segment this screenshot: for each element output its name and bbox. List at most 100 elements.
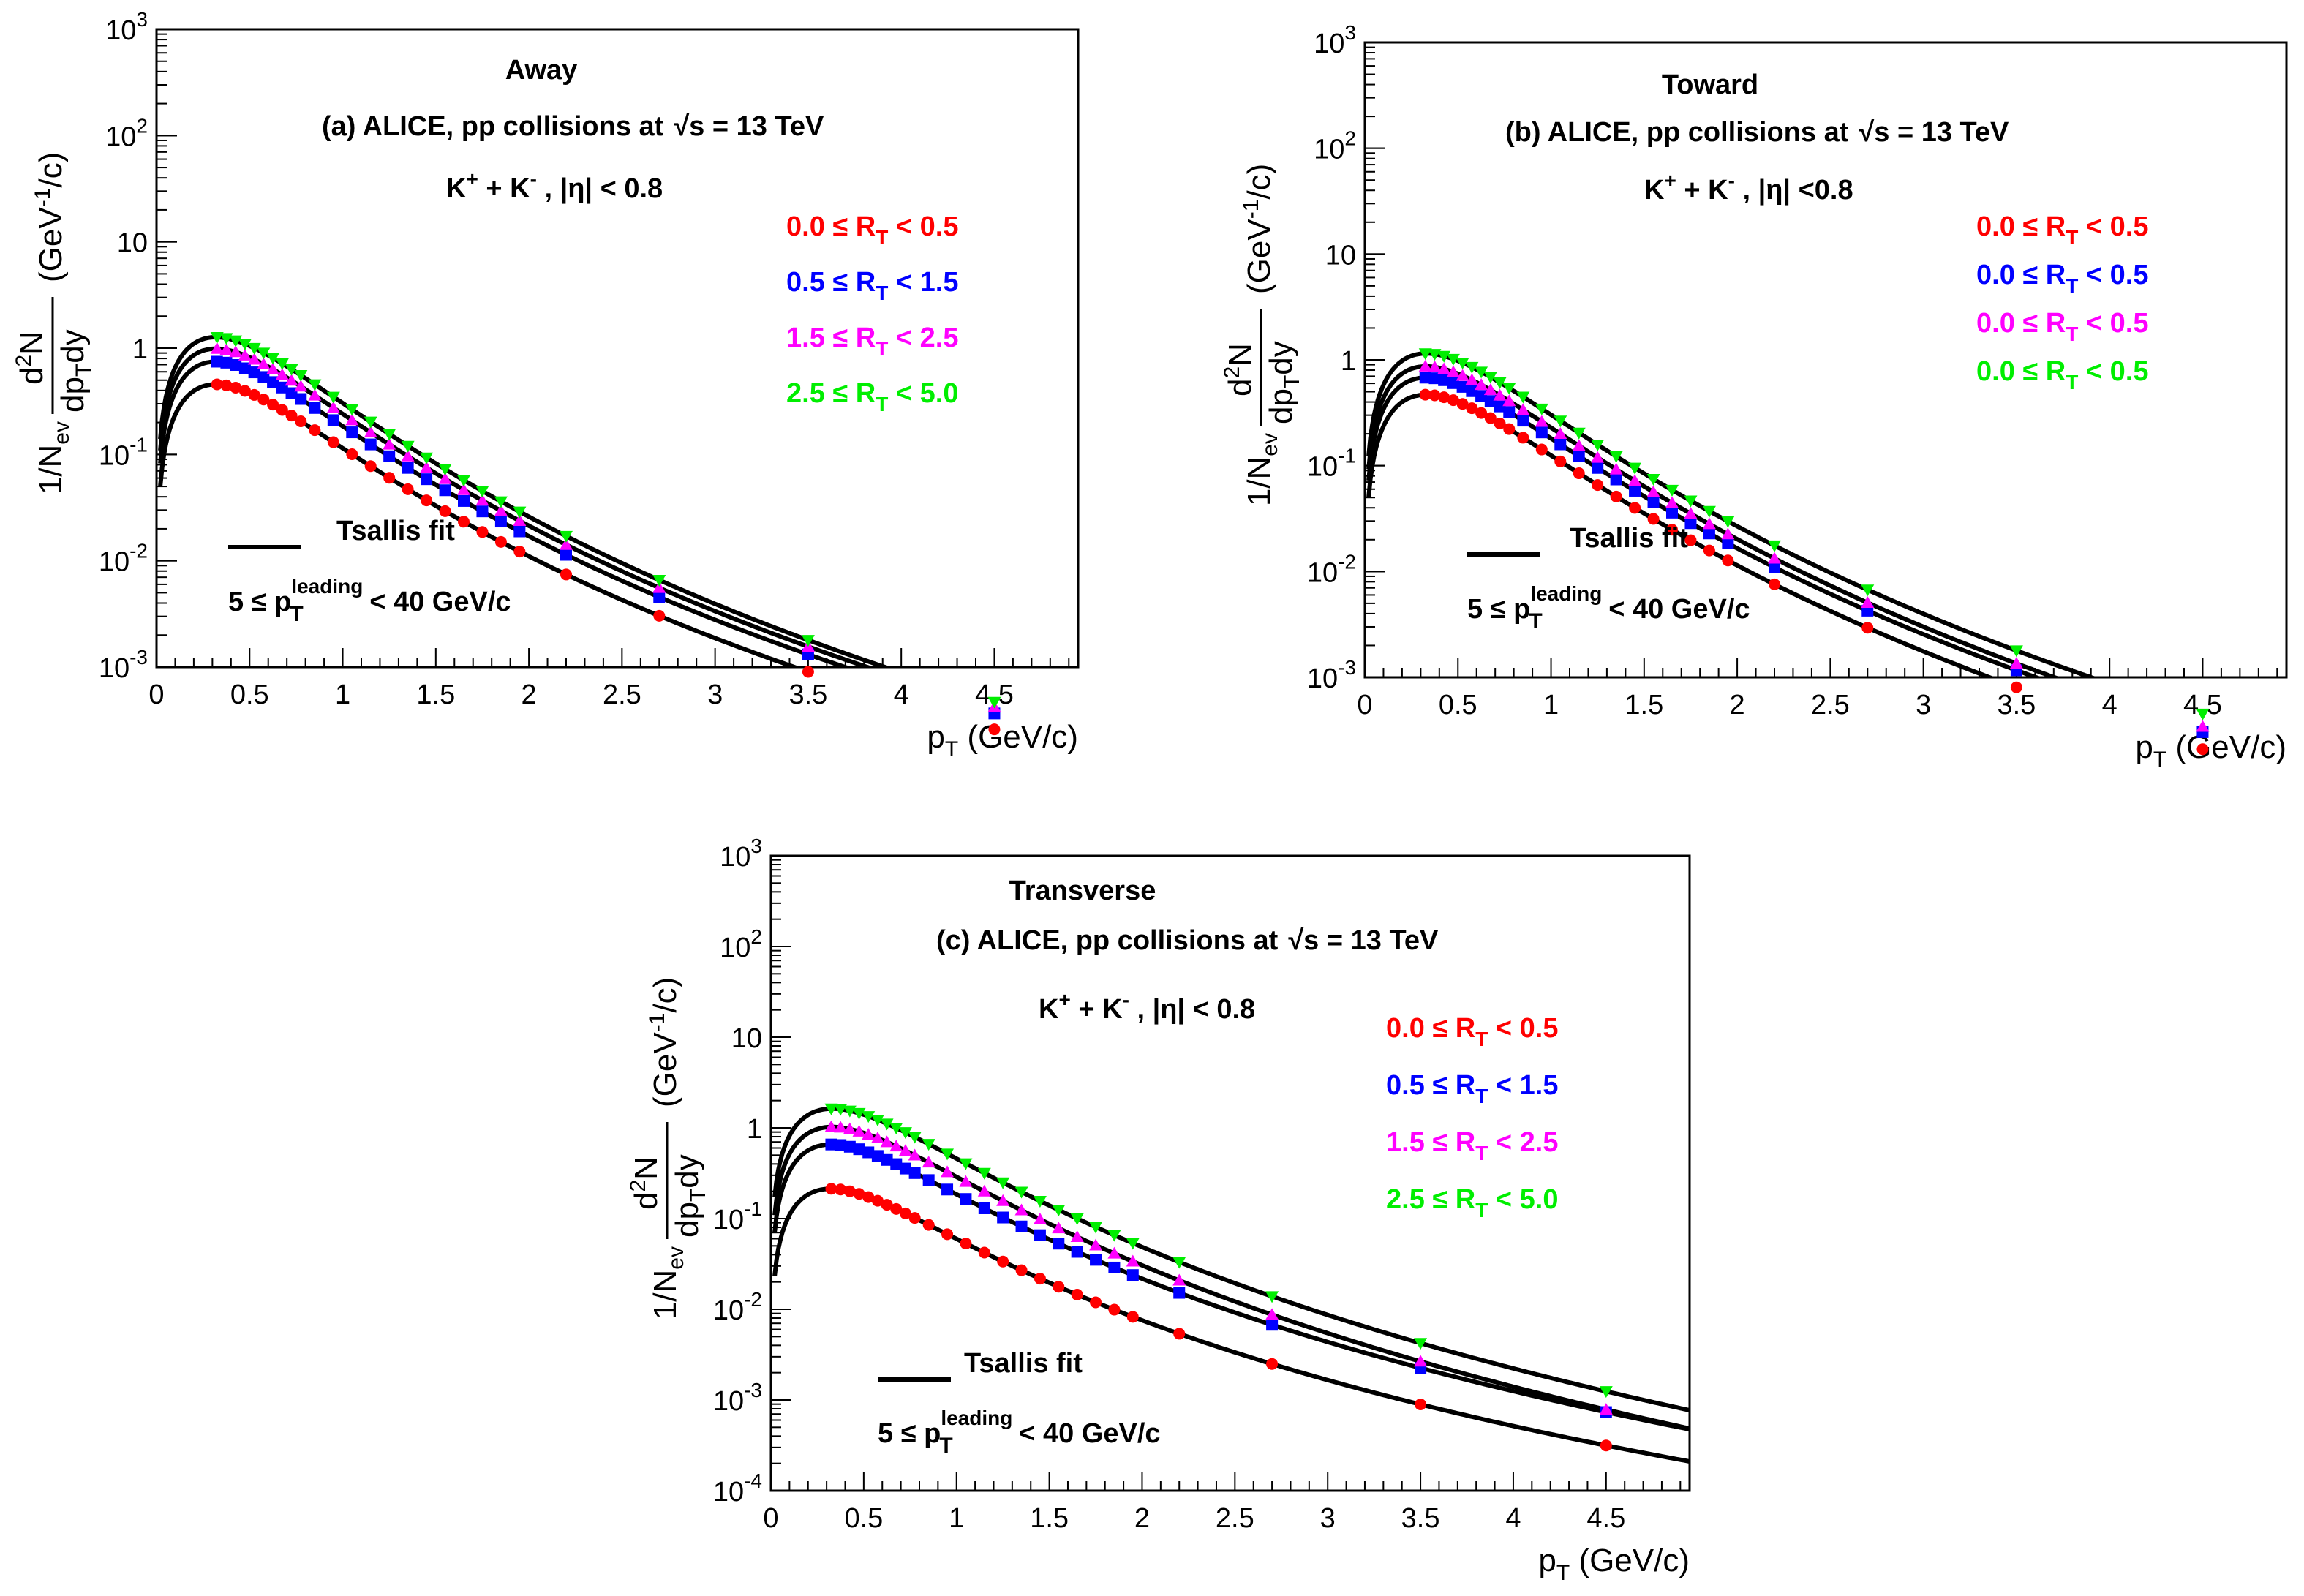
data-point bbox=[1265, 1291, 1279, 1303]
data-point bbox=[1517, 432, 1529, 444]
y-tick-label: 10 bbox=[1325, 240, 1356, 271]
region-title: Transverse bbox=[1009, 876, 1156, 906]
data-point bbox=[220, 356, 233, 369]
data-point bbox=[1703, 544, 1715, 557]
annotations: Transverse (c) ALICE, pp collisions at √s … bbox=[878, 876, 1439, 1458]
data-point bbox=[364, 426, 377, 438]
data-point bbox=[309, 424, 321, 437]
legend: 0.0 ≤ RT < 0.5 0.0 ≤ RT < 0.5 0.0 ≤ RT < 0… bbox=[1976, 211, 2149, 394]
y-tick-label: 103 bbox=[1314, 21, 1356, 59]
y-tick-label: 10-1 bbox=[713, 1197, 762, 1235]
data-point bbox=[978, 1246, 990, 1259]
data-point bbox=[476, 526, 489, 538]
plot-frame bbox=[769, 854, 1691, 1492]
data-point bbox=[853, 1188, 865, 1200]
data-point bbox=[364, 438, 377, 451]
data-point bbox=[346, 426, 358, 439]
data-point bbox=[1629, 484, 1641, 497]
data-point bbox=[326, 391, 340, 404]
data-point bbox=[248, 388, 260, 401]
data-point bbox=[285, 374, 298, 386]
data-point bbox=[1475, 378, 1488, 391]
data-point bbox=[1721, 516, 1735, 528]
fit-legend-label: Tsallis fit bbox=[1570, 523, 1688, 554]
data-point bbox=[1033, 1212, 1047, 1224]
data-point bbox=[421, 494, 433, 507]
data-point bbox=[1646, 485, 1660, 497]
y-title-norm: 1/Nev bbox=[647, 1246, 688, 1320]
y-tick-label: 10-2 bbox=[99, 540, 148, 578]
legend-entry: 0.0 ≤ RT < 0.5 bbox=[1976, 308, 2149, 345]
data-point bbox=[1769, 578, 1780, 590]
data-point bbox=[494, 496, 508, 508]
data-point bbox=[997, 1211, 1009, 1224]
legend-entry: 2.5 ≤ RT < 5.0 bbox=[1386, 1184, 1559, 1222]
legend-entry: 0.0 ≤ RT < 0.5 bbox=[786, 211, 959, 249]
data-point bbox=[285, 364, 298, 376]
x-tick-label: 2.5 bbox=[1811, 690, 1850, 720]
data-point bbox=[1494, 417, 1506, 429]
chart-panel-c: 0 0.5 1 1.5 2 2.5 3 3.5 4 4.5pT (GeV/c)10-410-310… bbox=[626, 835, 1691, 1585]
data-point bbox=[1647, 496, 1660, 508]
data-point bbox=[1014, 1186, 1028, 1199]
y-title-denominator: dpTdy bbox=[1263, 341, 1304, 424]
data-point bbox=[834, 1121, 848, 1133]
data-point bbox=[1768, 540, 1781, 552]
data-point bbox=[1628, 474, 1642, 486]
data-point bbox=[941, 1183, 954, 1196]
data-point bbox=[560, 549, 572, 561]
data-point bbox=[922, 1139, 935, 1151]
data-point bbox=[996, 1177, 1010, 1189]
data-point bbox=[997, 1255, 1009, 1268]
y-tick-label: 103 bbox=[105, 8, 148, 46]
data-point bbox=[267, 376, 279, 388]
data-point bbox=[1610, 473, 1622, 486]
legend: 0.0 ≤ RT < 0.5 0.5 ≤ RT < 1.5 1.5 ≤ RT < 2… bbox=[786, 211, 959, 415]
data-point bbox=[560, 538, 573, 550]
data-point bbox=[870, 1131, 884, 1143]
data-point bbox=[1502, 394, 1516, 407]
data-point bbox=[1107, 1230, 1121, 1242]
x-tick-label: 2 bbox=[522, 680, 537, 710]
data-point bbox=[383, 472, 396, 484]
data-point bbox=[211, 355, 223, 368]
data-point bbox=[908, 1212, 921, 1224]
data-point bbox=[843, 1122, 857, 1134]
experiment-label: (c) ALICE, pp collisions at √s = 13 TeV bbox=[936, 925, 1439, 956]
data-point bbox=[494, 504, 508, 516]
data-point bbox=[889, 1140, 903, 1152]
y-title-numerator: d2N bbox=[12, 331, 50, 385]
data-point bbox=[1502, 383, 1516, 395]
data-point bbox=[308, 379, 322, 391]
data-point bbox=[1684, 507, 1698, 519]
data-point bbox=[652, 575, 666, 587]
data-point bbox=[880, 1118, 894, 1131]
data-point bbox=[908, 1148, 922, 1161]
data-point bbox=[285, 387, 298, 399]
data-point bbox=[1465, 361, 1479, 374]
x-tick-label: 3.5 bbox=[1401, 1503, 1440, 1534]
series-1 bbox=[211, 355, 1001, 720]
data-point bbox=[560, 568, 572, 581]
data-point bbox=[1646, 473, 1660, 486]
data-point bbox=[402, 483, 414, 495]
data-point bbox=[401, 440, 415, 453]
data-point bbox=[890, 1202, 903, 1215]
data-point bbox=[1483, 383, 1497, 396]
data-point bbox=[1456, 398, 1469, 410]
data-point bbox=[1684, 534, 1697, 546]
data-point bbox=[346, 448, 358, 460]
data-point bbox=[1592, 479, 1604, 492]
x-tick-label: 1 bbox=[1543, 690, 1559, 720]
data-point bbox=[257, 357, 271, 369]
data-point bbox=[494, 516, 507, 528]
y-axis: 10-3 10-2 10-1 1 10 102 103 bbox=[1307, 21, 1385, 694]
data-point bbox=[834, 1104, 848, 1116]
data-point bbox=[1428, 360, 1442, 372]
data-point bbox=[1415, 1399, 1427, 1411]
data-point bbox=[1572, 439, 1586, 451]
data-point bbox=[1414, 1355, 1428, 1367]
experiment-label: (a) ALICE, pp collisions at √s = 13 TeV bbox=[322, 111, 824, 142]
data-point bbox=[1702, 505, 1716, 518]
